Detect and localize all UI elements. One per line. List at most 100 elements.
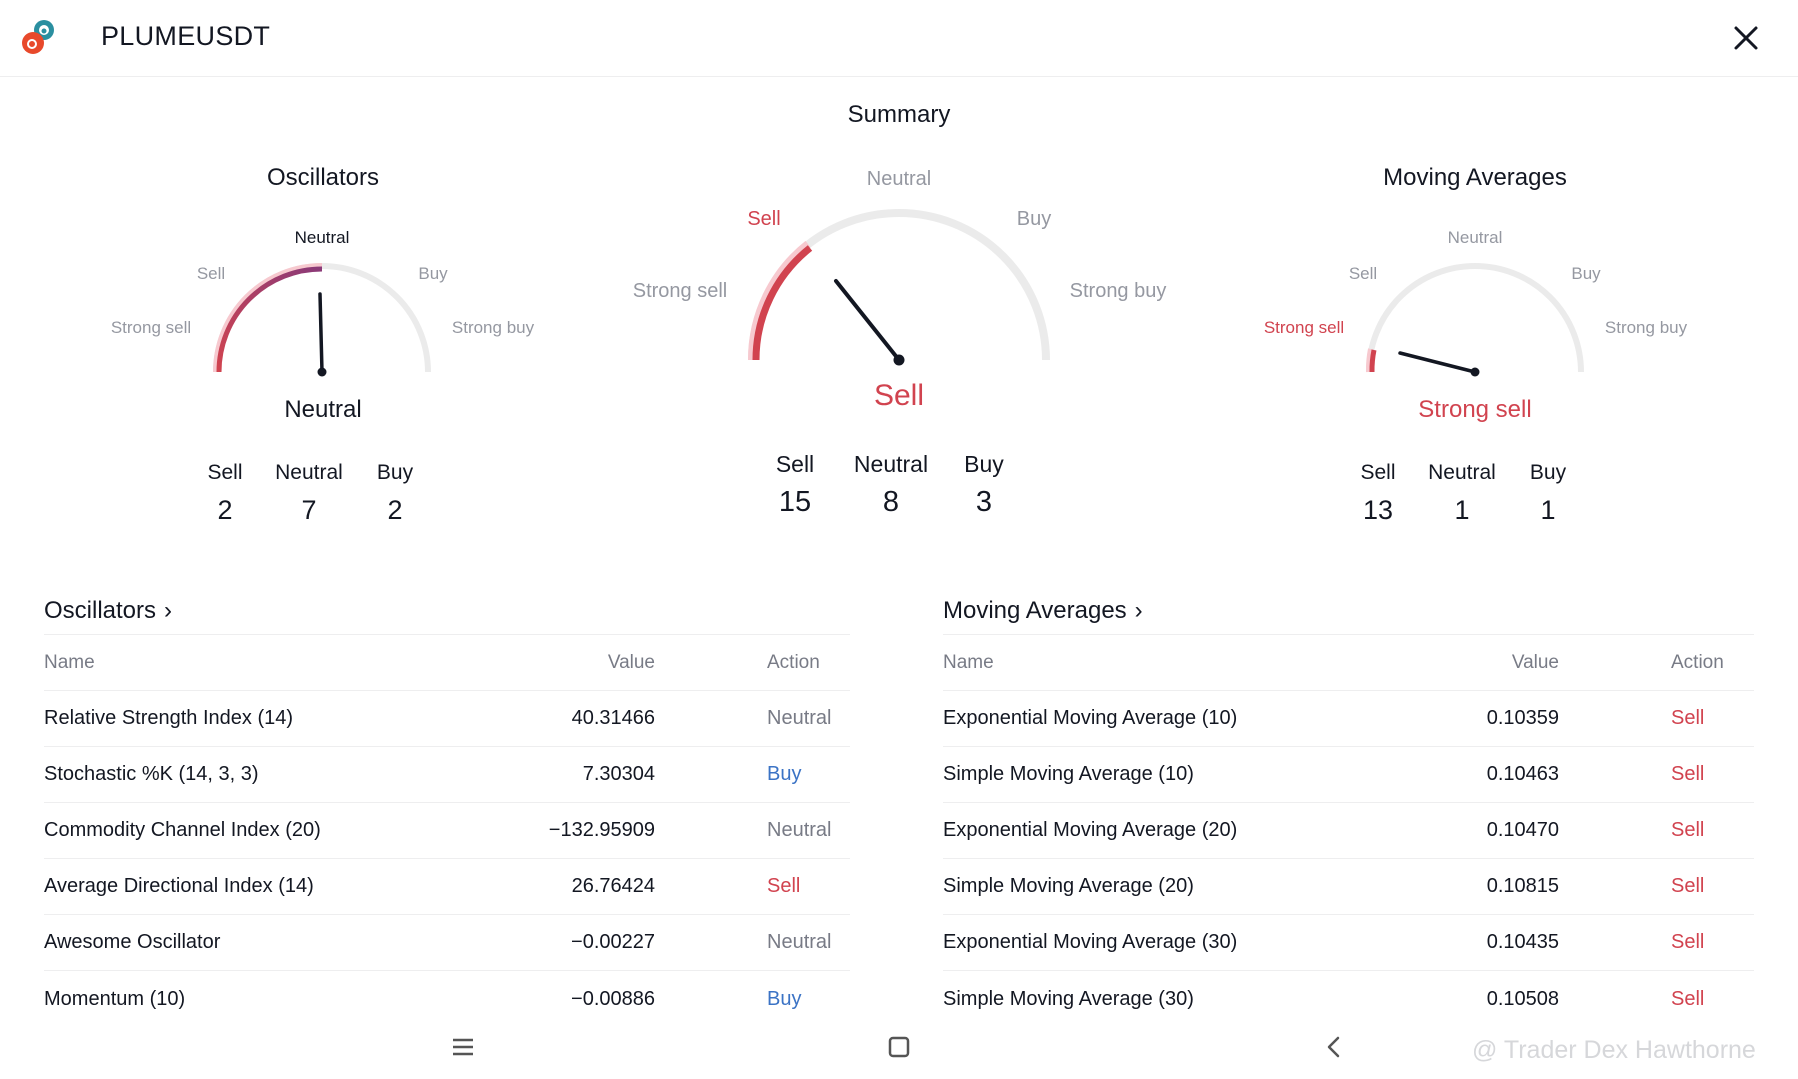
indicator-value: −132.95909 (548, 819, 655, 841)
col-action-header: Action (1671, 651, 1724, 673)
col-value-header: Value (607, 651, 655, 673)
col-name-header: Name (943, 651, 994, 673)
label-sell: Sell (196, 264, 226, 283)
home-square-icon[interactable] (879, 1028, 919, 1068)
count-neutral: Neutral 8 (846, 451, 936, 519)
count-sell: Sell 2 (197, 461, 253, 526)
label-strong-buy: Strong buy (1069, 280, 1167, 302)
indicator-value: −0.00227 (571, 931, 655, 953)
indicator-name: Average Directional Index (14) (44, 875, 314, 897)
label-neutral: Neutral (294, 228, 350, 247)
back-chevron-icon[interactable] (1314, 1028, 1354, 1068)
moving-averages-section-link[interactable]: Moving Averages › (943, 588, 1754, 634)
count-value: 2 (217, 495, 233, 525)
gauge-result: Neutral (284, 396, 362, 423)
count-label: Neutral (1428, 461, 1496, 484)
count-value: 8 (882, 486, 900, 518)
count-label: Buy (1529, 461, 1567, 484)
count-value: 1 (1454, 495, 1470, 525)
count-label: Sell (1360, 461, 1396, 484)
label-strong-sell: Strong sell (1263, 318, 1345, 337)
indicator-action: Buy (767, 763, 802, 785)
table-row: Exponential Moving Average (30) 0.10435 Se… (943, 915, 1754, 971)
table-row: Exponential Moving Average (10) 0.10359 Se… (943, 691, 1754, 747)
table-row: Simple Moving Average (20) 0.10815 Sell (943, 859, 1754, 915)
table-body: Name Value Action Relative Strength Inde… (44, 634, 850, 1027)
symbol-title: PLUMEUSDT (101, 21, 271, 51)
indicator-action: Sell (1671, 931, 1705, 953)
count-value: 15 (778, 486, 812, 518)
close-icon[interactable] (1728, 20, 1764, 56)
gauge-dial (747, 209, 1050, 366)
indicator-name: Simple Moving Average (20) (943, 875, 1194, 897)
indicator-action: Neutral (767, 819, 832, 841)
table-row: Simple Moving Average (30) 0.10508 Sell (943, 971, 1754, 1027)
table-row: Exponential Moving Average (20) 0.10470 Se… (943, 803, 1754, 859)
indicator-value: −0.00886 (571, 987, 655, 1010)
gauge-counts: Sell 13 Neutral 1 Buy 1 (1350, 461, 1576, 526)
indicator-action: Sell (1671, 875, 1705, 897)
indicator-name: Simple Moving Average (10) (943, 763, 1194, 785)
count-value: 13 (1362, 495, 1394, 525)
label-buy: Buy (1571, 264, 1601, 283)
oscillators-gauge: Oscillators Strong sell Sell Neutral Buy… (100, 160, 546, 530)
menu-icon[interactable] (443, 1028, 483, 1068)
indicator-action: Neutral (767, 707, 832, 729)
table-header-row: Name Value Action (44, 635, 850, 691)
gauge-counts: Sell 2 Neutral 7 Buy 2 (197, 461, 423, 526)
oscillators-section-link[interactable]: Oscillators › (44, 588, 850, 634)
label-strong-buy: Strong buy (1604, 318, 1688, 337)
label-sell: Sell (1348, 264, 1378, 283)
indicator-action: Sell (767, 875, 801, 897)
table-header-row: Name Value Action (943, 635, 1754, 691)
label-strong-sell: Strong sell (110, 318, 192, 337)
watermark-text: @ Trader Dex Hawthorne (1472, 1036, 1756, 1064)
indicator-name: Relative Strength Index (14) (44, 707, 294, 729)
summary-gauge: Strong sell Sell Neutral Buy Strong buy … (620, 160, 1178, 530)
label-neutral: Neutral (866, 168, 932, 190)
count-sell: Sell 13 (1350, 461, 1406, 526)
system-nav-bar (0, 1028, 1798, 1079)
indicator-name: Simple Moving Average (30) (943, 987, 1194, 1010)
count-label: Buy (964, 451, 1004, 477)
summary-title: Summary (847, 101, 951, 128)
col-value-header: Value (1511, 651, 1559, 673)
indicator-action: Sell (1671, 987, 1705, 1010)
indicator-action: Sell (1671, 819, 1705, 841)
gauge-result: Sell (873, 379, 925, 412)
indicator-value: 26.76424 (571, 875, 655, 897)
indicator-name: Exponential Moving Average (30) (943, 931, 1238, 953)
plume-logo-icon (22, 20, 54, 54)
count-value: 1 (1540, 495, 1556, 525)
gauge-counts: Sell 15 Neutral 8 Buy 3 (764, 451, 1014, 519)
indicator-value: 0.10508 (1486, 987, 1559, 1010)
count-buy: Buy 2 (367, 461, 423, 526)
count-value: 2 (387, 495, 403, 525)
count-value: 7 (301, 495, 317, 525)
table-row: Momentum (10) −0.00886 Buy (44, 971, 850, 1027)
indicator-value: 0.10463 (1486, 763, 1559, 785)
oscillators-table: Oscillators › Name Value Action Relative… (44, 588, 850, 1027)
moving-averages-table: Moving Averages › Name Value Action Expo… (943, 588, 1754, 1027)
moving-averages-gauge: Moving Averages Strong sell Sell Neutral… (1252, 160, 1698, 530)
count-sell: Sell 15 (764, 451, 826, 519)
indicator-name: Momentum (10) (44, 987, 186, 1010)
indicator-name: Commodity Channel Index (20) (44, 819, 321, 841)
indicator-value: 0.10435 (1486, 931, 1559, 953)
label-sell: Sell (747, 208, 781, 230)
table-row: Stochastic %K (14, 3, 3) 7.30304 Buy (44, 747, 850, 803)
section-heading: Moving Averages (943, 597, 1127, 624)
label-strong-sell: Strong sell (632, 280, 728, 302)
table-row: Commodity Channel Index (20) −132.95909 Ne… (44, 803, 850, 859)
label-strong-buy: Strong buy (451, 318, 535, 337)
chevron-right-icon: › (1134, 597, 1143, 624)
indicator-action: Neutral (767, 931, 832, 953)
col-action-header: Action (767, 651, 820, 673)
table-row: Simple Moving Average (10) 0.10463 Sell (943, 747, 1754, 803)
indicator-name: Exponential Moving Average (20) (943, 819, 1238, 841)
indicator-value: 0.10359 (1486, 707, 1559, 729)
gauge-title: Oscillators (266, 164, 380, 191)
gauge-dial (213, 263, 431, 377)
label-buy: Buy (1016, 208, 1052, 230)
count-label: Neutral (275, 461, 343, 484)
